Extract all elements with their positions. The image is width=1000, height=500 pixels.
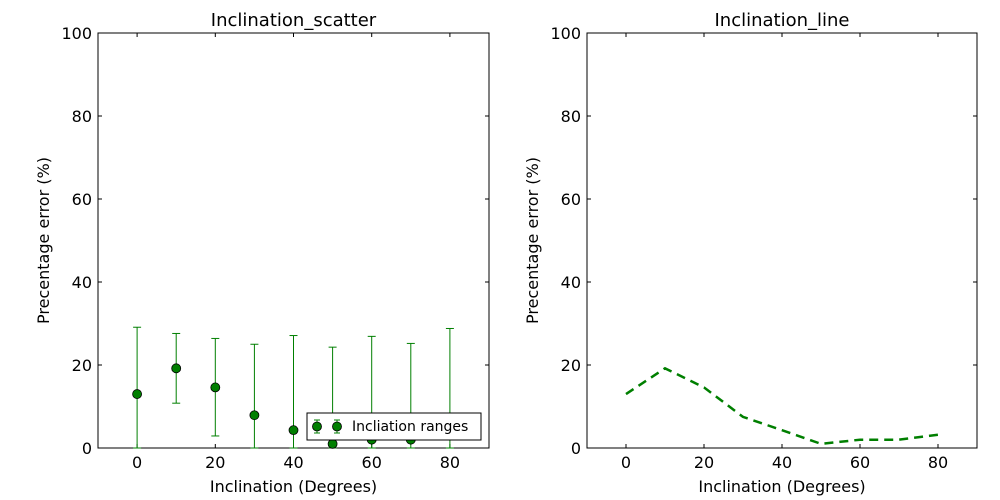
x-tick-label: 20 xyxy=(694,453,714,472)
legend-label: Incliation ranges xyxy=(352,419,468,435)
y-tick-label: 100 xyxy=(61,24,92,43)
x-tick-label: 80 xyxy=(928,453,948,472)
y-tick-label: 40 xyxy=(72,273,92,292)
line-ticks: 0 20 40 60 80 0 20 40 60 80 100 xyxy=(550,24,977,472)
y-tick-label: 20 xyxy=(72,356,92,375)
legend-point xyxy=(312,421,322,432)
scatter-x-axis-label: Inclination (Degrees) xyxy=(210,477,377,496)
series-line xyxy=(625,366,939,446)
data-point xyxy=(288,425,299,436)
x-tick-label: 60 xyxy=(362,453,382,472)
y-tick-label: 40 xyxy=(561,273,581,292)
data-point xyxy=(210,382,221,393)
y-tick-label: 80 xyxy=(72,107,92,126)
legend-marker xyxy=(312,419,342,434)
line-x-axis-label: Inclination (Degrees) xyxy=(698,477,865,496)
data-point xyxy=(171,363,182,374)
y-tick-label: 20 xyxy=(561,356,581,375)
y-tick-label: 80 xyxy=(561,107,581,126)
x-tick-label: 60 xyxy=(850,453,870,472)
line-chart-title: Inclination_line xyxy=(714,10,849,31)
scatter-panel: Inclination_scatter Inclination (Degrees… xyxy=(34,10,490,496)
y-tick-label: 100 xyxy=(550,24,581,43)
x-tick-label: 0 xyxy=(132,453,142,472)
data-point xyxy=(327,438,338,449)
data-point xyxy=(132,389,143,399)
x-tick-label: 40 xyxy=(283,453,303,472)
data-point xyxy=(249,410,260,421)
y-tick-label: 0 xyxy=(82,439,92,458)
y-tick-label: 60 xyxy=(72,190,92,209)
y-tick-label: 0 xyxy=(571,439,581,458)
scatter-legend: Incliation ranges xyxy=(306,412,482,441)
x-tick-label: 40 xyxy=(772,453,792,472)
line-y-axis-label: Precentage error (%) xyxy=(523,157,542,324)
scatter-y-axis-label: Precentage error (%) xyxy=(34,157,53,324)
x-tick-label: 0 xyxy=(621,453,631,472)
line-marks xyxy=(625,366,939,446)
legend-point xyxy=(332,421,342,432)
line-plot-frame xyxy=(586,32,978,449)
scatter-chart-title: Inclination_scatter xyxy=(211,10,377,31)
x-tick-label: 80 xyxy=(440,453,460,472)
x-tick-label: 20 xyxy=(205,453,225,472)
line-panel: Inclination_line Inclination (Degrees) P… xyxy=(523,10,978,496)
y-tick-label: 60 xyxy=(561,190,581,209)
scatter-ticks: 0 20 40 60 80 0 20 40 60 80 100 xyxy=(61,24,489,472)
